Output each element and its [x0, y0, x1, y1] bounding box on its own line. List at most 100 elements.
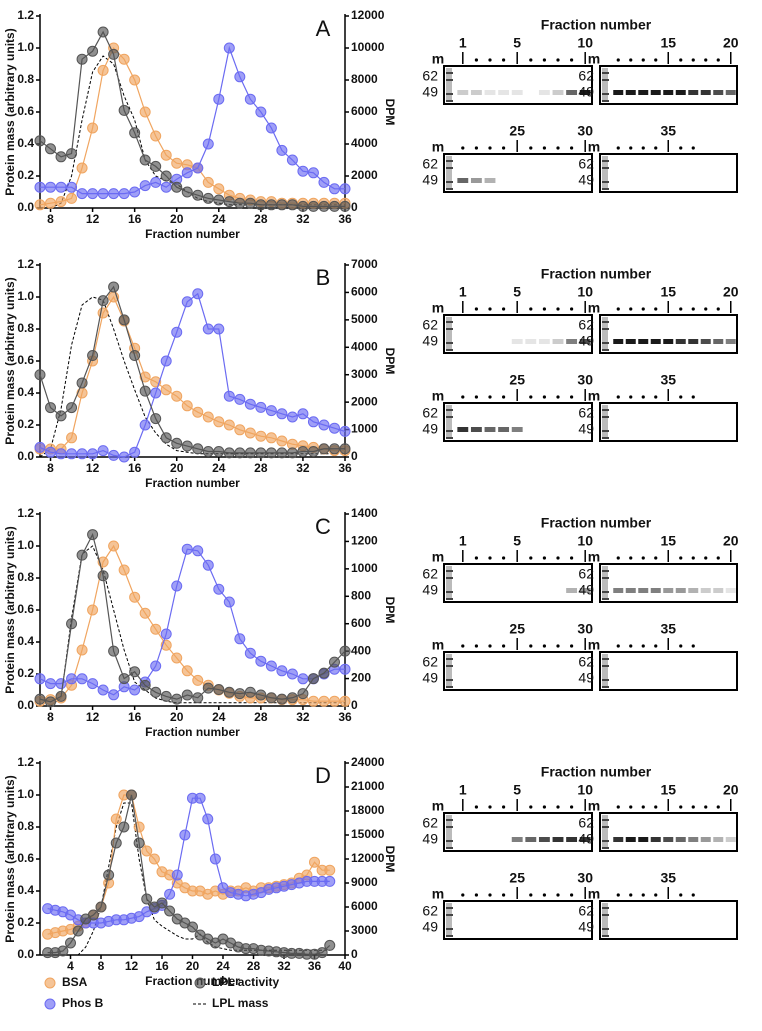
data-point	[129, 127, 141, 139]
data-point	[255, 199, 267, 211]
lane-dot	[474, 307, 478, 311]
y2-tick-label: 0	[351, 947, 358, 961]
data-point	[181, 167, 193, 179]
data-point	[34, 181, 46, 193]
ladder-band	[446, 349, 453, 351]
ladder-band	[446, 416, 453, 418]
y-tick-label: 0.4	[17, 883, 34, 897]
gel-band	[457, 90, 469, 95]
lane-dot	[616, 58, 620, 62]
lane-dot	[616, 893, 620, 897]
x-tick-label: 24	[212, 461, 226, 475]
lane-dot	[488, 395, 492, 399]
data-point	[97, 445, 109, 457]
data-point	[316, 947, 328, 959]
data-point	[66, 432, 78, 444]
gel-band	[579, 90, 591, 95]
gel-box	[599, 65, 738, 105]
data-point	[34, 369, 46, 381]
ladder-band	[446, 665, 453, 667]
x-tick-label: 28	[254, 461, 268, 475]
lane-dot	[654, 644, 658, 648]
lane-dot	[691, 146, 695, 150]
gel-band	[688, 339, 699, 344]
ladder-lane	[446, 317, 452, 351]
lane-label: 1	[459, 35, 467, 51]
data-point	[223, 196, 235, 208]
gel-band	[688, 90, 699, 95]
lane-dot	[704, 307, 708, 311]
x-tick-label: 12	[86, 710, 100, 724]
data-point	[160, 355, 172, 367]
data-point	[255, 447, 267, 459]
lane-dot	[488, 893, 492, 897]
gel-band	[579, 339, 591, 344]
data-point	[328, 443, 340, 455]
y-tick-label: 0.2	[17, 915, 34, 929]
x-tick-label: 8	[47, 461, 54, 475]
gel-band	[525, 339, 537, 344]
data-point	[181, 400, 193, 412]
ladder-band	[446, 167, 453, 169]
y-axis-label: Protein mass (arbitrary units)	[3, 775, 17, 942]
dashed-line	[40, 55, 345, 209]
y2-tick-label: 4000	[351, 136, 378, 150]
ladder-band	[602, 181, 609, 183]
ladder-label: m	[588, 388, 600, 404]
ladder-band	[446, 658, 453, 660]
data-point	[265, 660, 277, 672]
gel-band	[650, 339, 661, 344]
lane-dot	[679, 644, 683, 648]
ladder-label: m	[432, 139, 444, 155]
data-point	[129, 591, 141, 603]
data-point	[95, 901, 107, 913]
data-point	[192, 406, 204, 418]
ladder-label: m	[588, 51, 600, 67]
lane-dot	[641, 556, 645, 560]
ladder-band	[602, 935, 609, 937]
data-point	[223, 42, 235, 54]
lane-dot	[556, 556, 560, 560]
data-point	[126, 789, 137, 801]
ladder-band	[602, 819, 609, 821]
x-tick-label: 12	[125, 959, 139, 973]
data-point	[150, 413, 162, 425]
gel-title: Fraction number	[541, 266, 652, 282]
data-point	[76, 673, 88, 685]
size-marker: 49	[422, 84, 438, 100]
ladder-label: m	[432, 51, 444, 67]
lane-dot	[502, 146, 506, 150]
ladder-label: m	[588, 798, 600, 814]
ladder-band	[446, 686, 453, 688]
data-point	[150, 623, 162, 635]
data-point	[108, 48, 120, 60]
data-point	[213, 183, 225, 195]
data-point	[72, 925, 84, 937]
data-point	[139, 106, 151, 118]
y-tick-label: 1.2	[17, 8, 34, 22]
gel-band	[713, 90, 724, 95]
gel-band	[700, 90, 711, 95]
lane-dot	[629, 644, 633, 648]
data-point	[194, 792, 206, 804]
data-point	[328, 656, 340, 668]
lane-dot	[570, 556, 574, 560]
data-point	[57, 945, 69, 957]
lane-dot	[461, 146, 465, 150]
ladder-band	[446, 679, 453, 681]
x-tick-label: 16	[128, 461, 142, 475]
data-point	[244, 398, 256, 410]
data-point	[286, 692, 298, 704]
data-point	[150, 176, 162, 188]
ladder-band	[602, 416, 609, 418]
y-tick-label: 1.0	[17, 289, 34, 303]
lane-dot	[570, 644, 574, 648]
data-point	[129, 350, 141, 362]
data-point	[141, 893, 153, 905]
x-tick-label: 16	[128, 710, 142, 724]
ladder-label: m	[432, 798, 444, 814]
data-point	[307, 416, 319, 428]
gel-band	[663, 339, 674, 344]
data-point	[45, 402, 57, 414]
size-marker: 49	[422, 333, 438, 349]
